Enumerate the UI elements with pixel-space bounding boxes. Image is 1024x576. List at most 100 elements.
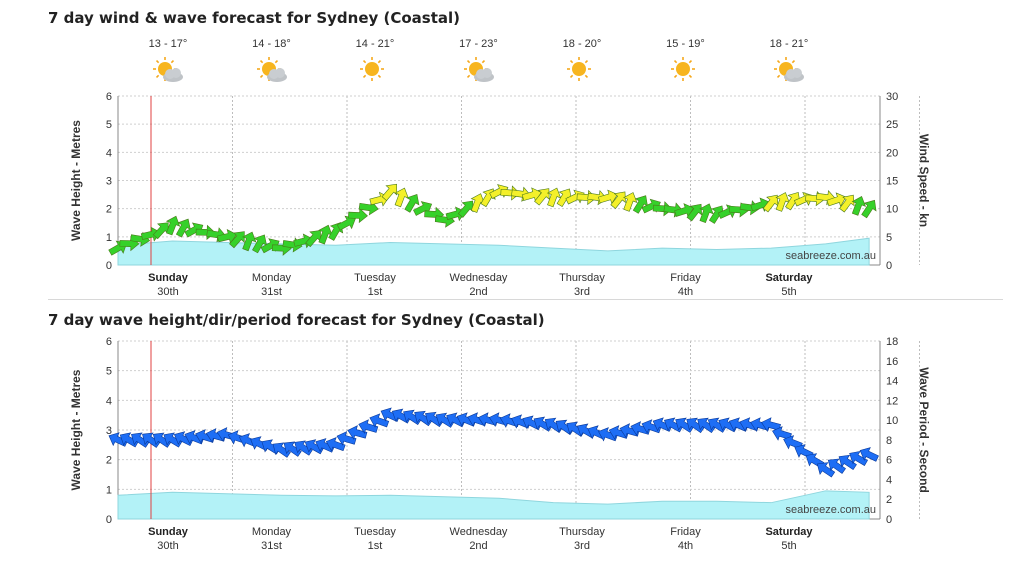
- sun-icon: [567, 57, 591, 81]
- wind-arrow: [305, 230, 321, 248]
- y2-tick-label: 20: [886, 147, 898, 159]
- temperature-range: 15 - 19°: [666, 38, 705, 50]
- wind-arrow: [598, 189, 618, 205]
- wave-height-area: [117, 490, 870, 520]
- wind-arrow: [165, 215, 181, 236]
- wind-arrow: [394, 187, 409, 208]
- x-tick-day: Thursday: [559, 272, 605, 284]
- y-tick-label: 5: [106, 366, 112, 378]
- wave-chart-title: 7 day wave height/dir/period forecast fo…: [48, 311, 545, 329]
- y-tick-label: 2: [106, 204, 112, 216]
- wave-arrow: [272, 442, 291, 458]
- partly-cloudy-icon: [153, 57, 183, 82]
- watermark: seabreeze.com.au: [786, 504, 877, 516]
- x-tick-day: Thursday: [559, 526, 605, 538]
- x-tick-date: 4th: [678, 286, 693, 298]
- x-tick-day: Sunday: [148, 526, 189, 538]
- wave-arrow: [294, 440, 313, 456]
- day-weather-friday: 15 - 19°: [651, 38, 721, 84]
- y2-tick-label: 15: [886, 176, 898, 188]
- y2-tick-label: 0: [886, 514, 892, 526]
- y2-tick-label: 30: [886, 91, 898, 103]
- temperature-range: 17 - 23°: [459, 38, 498, 50]
- partly-cloudy-icon: [774, 57, 804, 82]
- wind-arrow: [217, 228, 238, 244]
- sun-icon: [360, 57, 384, 81]
- x-tick-day: Friday: [670, 526, 701, 538]
- wave-arrow: [816, 462, 836, 478]
- wave-arrow: [761, 417, 781, 433]
- wind-arrow: [623, 192, 638, 212]
- wind-arrow: [699, 203, 714, 224]
- wave-arrow: [369, 413, 390, 428]
- wind-arrow: [336, 215, 356, 231]
- wind-arrow: [404, 194, 420, 213]
- wind-arrow: [632, 195, 648, 214]
- wave-arrow: [859, 447, 879, 462]
- wave-arrow: [783, 435, 803, 450]
- y2-tick-label: 25: [886, 119, 898, 131]
- x-tick-date: 1st: [368, 540, 383, 552]
- sun-icon: [670, 57, 695, 81]
- y2-tick-label: 6: [886, 455, 892, 467]
- wind-arrow: [775, 192, 790, 212]
- y2-tick-label: 0: [886, 260, 892, 272]
- wind-chart-title: 7 day wind & wave forecast for Sydney (C…: [48, 9, 461, 27]
- y2-axis-title: Wave Period - Second: [917, 367, 931, 493]
- wave-arrow: [838, 454, 857, 471]
- x-tick-day: Friday: [670, 272, 701, 284]
- y2-tick-label: 8: [886, 435, 892, 447]
- x-tick-day: Tuesday: [354, 272, 396, 284]
- day-weather-thursday: 18 - 20°: [547, 38, 617, 84]
- wind-arrow: [318, 224, 333, 245]
- temperature-range: 13 - 17°: [148, 38, 188, 50]
- y2-tick-label: 4: [886, 474, 892, 486]
- day-weather-wednesday: 17 - 23°: [444, 38, 514, 84]
- y-tick-label: 5: [106, 119, 112, 131]
- x-tick-date: 2nd: [469, 286, 487, 298]
- x-tick-day: Wednesday: [450, 272, 508, 284]
- y-tick-label: 6: [106, 336, 112, 348]
- wave-arrow: [283, 441, 302, 457]
- day-weather-saturday: 18 - 21°: [754, 38, 824, 84]
- wind-wave-chart: 0 1 2 3 4 5 6 0 5 10 15 20 25 30 Wave Height - Metres W…: [69, 91, 931, 298]
- x-tick-day: Saturday: [765, 272, 813, 284]
- y-tick-label: 3: [106, 425, 112, 437]
- y-tick-label: 2: [106, 455, 112, 467]
- y-tick-label: 1: [106, 484, 112, 496]
- wave-arrow: [358, 419, 379, 434]
- wave-arrow: [772, 426, 792, 441]
- x-tick-date: 3rd: [574, 286, 590, 298]
- y2-tick-label: 12: [886, 395, 898, 407]
- temperature-range: 18 - 21°: [769, 38, 809, 50]
- y2-tick-label: 14: [886, 376, 898, 388]
- x-tick-day: Sunday: [148, 272, 189, 284]
- x-tick-date: 4th: [678, 540, 693, 552]
- x-tick-day: Saturday: [765, 526, 813, 538]
- wind-arrow: [546, 187, 562, 208]
- wind-arrow: [785, 191, 801, 211]
- temperature-range: 14 - 21°: [355, 38, 395, 50]
- wind-arrow: [348, 207, 368, 224]
- section-divider: [48, 299, 1003, 300]
- partly-cloudy-icon: [463, 57, 494, 82]
- wave-arrow: [849, 450, 868, 466]
- day-weather-monday: 14 - 18°: [237, 38, 307, 84]
- partly-cloudy-icon: [256, 57, 287, 82]
- y-tick-label: 3: [106, 176, 112, 188]
- wind-arrow: [242, 231, 257, 252]
- day-weather-sunday: 13 - 17°: [133, 38, 203, 84]
- temperature-range: 18 - 20°: [562, 38, 602, 50]
- y-tick-label: 0: [106, 260, 112, 272]
- x-tick-day: Wednesday: [450, 526, 508, 538]
- x-tick-date: 5th: [781, 286, 796, 298]
- x-tick-date: 2nd: [469, 540, 487, 552]
- wind-arrow: [762, 194, 779, 213]
- wind-arrow: [470, 193, 486, 213]
- y2-tick-label: 18: [886, 336, 898, 348]
- x-tick-date: 3rd: [574, 540, 590, 552]
- x-tick-date: 31st: [261, 540, 282, 552]
- x-tick-date: 5th: [781, 540, 796, 552]
- wave-arrow: [827, 458, 846, 474]
- temperature-range: 14 - 18°: [252, 38, 291, 50]
